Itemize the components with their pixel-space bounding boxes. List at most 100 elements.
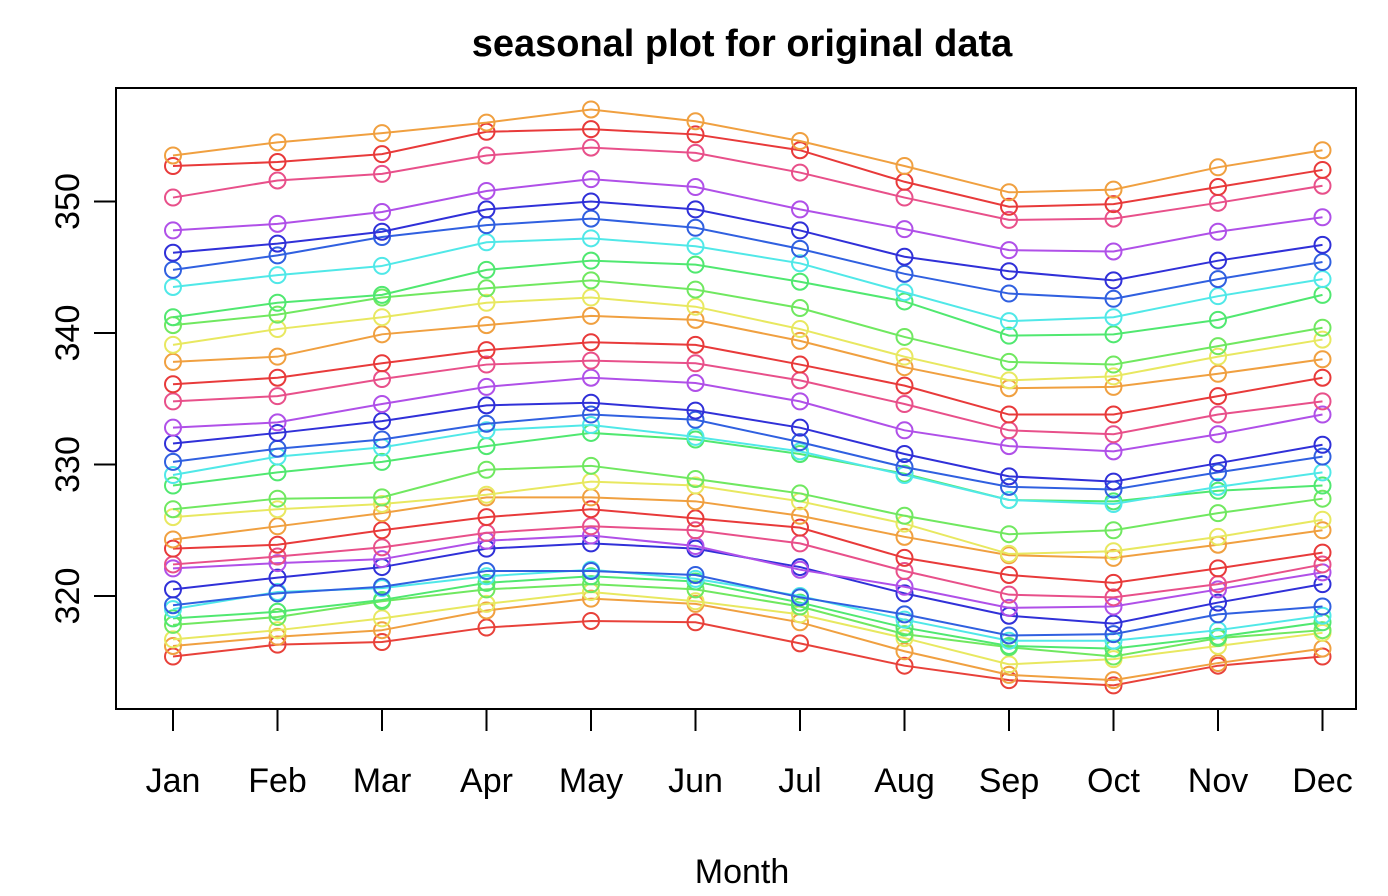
data-point (895, 264, 914, 283)
data-point (477, 421, 496, 440)
series-line (172, 401, 1323, 483)
plot-frame (115, 87, 1357, 710)
data-point (1104, 548, 1123, 567)
data-point (373, 164, 391, 183)
data-point (1313, 543, 1332, 562)
data-point (164, 243, 182, 262)
data-point (686, 592, 705, 611)
data-point (1313, 489, 1332, 508)
data-point (1313, 318, 1332, 337)
data-point (477, 460, 496, 479)
x-tick-label-aug: Aug (874, 762, 935, 800)
data-point (1209, 580, 1227, 599)
series-21 (164, 333, 1332, 424)
data-point (1000, 665, 1018, 684)
data-point (582, 333, 600, 352)
data-point (1000, 544, 1018, 563)
data-point (1000, 284, 1018, 303)
data-point (164, 530, 182, 549)
data-point (477, 508, 496, 527)
data-point (686, 509, 705, 528)
data-point (164, 647, 182, 666)
data-point (895, 625, 914, 644)
data-point (268, 489, 287, 508)
data-point (164, 188, 182, 207)
data-point (1209, 593, 1227, 612)
data-point (686, 469, 705, 488)
data-point (582, 567, 600, 586)
series-14 (164, 456, 1332, 544)
data-point (1000, 241, 1018, 260)
data-point (1104, 442, 1123, 461)
data-point (1209, 251, 1227, 270)
data-point (373, 228, 391, 247)
data-point (373, 412, 391, 431)
series-line (172, 146, 1323, 221)
data-point (1313, 476, 1332, 495)
data-point (895, 642, 914, 661)
data-point (268, 627, 287, 646)
series-5 (164, 567, 1332, 658)
data-point (164, 392, 182, 411)
data-point (895, 421, 914, 440)
data-point (686, 354, 705, 373)
data-point (164, 156, 182, 175)
data-point (582, 517, 600, 536)
series-25 (164, 251, 1332, 345)
data-point (895, 584, 914, 603)
data-point (791, 272, 809, 291)
data-point (1104, 472, 1123, 491)
x-tick-label-apr: Apr (460, 762, 513, 800)
data-point (895, 610, 914, 629)
data-point (268, 368, 287, 387)
data-point (1104, 271, 1123, 290)
data-point (1104, 289, 1123, 308)
data-point (1000, 626, 1018, 645)
data-point (373, 550, 391, 569)
data-point (582, 100, 600, 119)
series-16 (164, 416, 1332, 513)
data-point (791, 141, 809, 160)
data-point (477, 316, 496, 335)
data-point (268, 547, 287, 566)
data-point (686, 476, 705, 495)
data-point (1000, 352, 1018, 371)
data-point (1000, 467, 1018, 486)
data-point (791, 200, 809, 219)
data-point (1104, 631, 1123, 650)
data-point (1313, 160, 1332, 179)
data-point (268, 621, 287, 640)
series-line (172, 237, 1323, 323)
data-point (582, 611, 600, 630)
data-point (268, 293, 287, 312)
data-point (791, 254, 809, 273)
data-point (1000, 312, 1018, 331)
series-line (172, 480, 1323, 555)
data-point (1000, 210, 1018, 229)
data-point (1104, 494, 1123, 513)
data-point (1313, 270, 1332, 289)
data-point (373, 577, 391, 596)
data-point (477, 146, 496, 165)
series-line (172, 570, 1323, 637)
data-point (686, 125, 705, 144)
data-point (686, 112, 705, 131)
data-point (477, 580, 496, 599)
series-line (172, 597, 1323, 682)
data-point (1313, 621, 1332, 640)
series-line (172, 619, 1323, 687)
data-point (1000, 525, 1018, 544)
data-point (686, 297, 705, 316)
series-22 (164, 306, 1332, 398)
data-point (268, 320, 287, 339)
data-point (791, 560, 809, 579)
data-point (373, 256, 391, 275)
data-point (895, 156, 914, 175)
series-29 (164, 170, 1332, 261)
data-point (791, 518, 809, 537)
data-point (1104, 367, 1123, 386)
data-point (1313, 447, 1332, 466)
data-point (1000, 371, 1018, 390)
data-point (164, 476, 182, 495)
